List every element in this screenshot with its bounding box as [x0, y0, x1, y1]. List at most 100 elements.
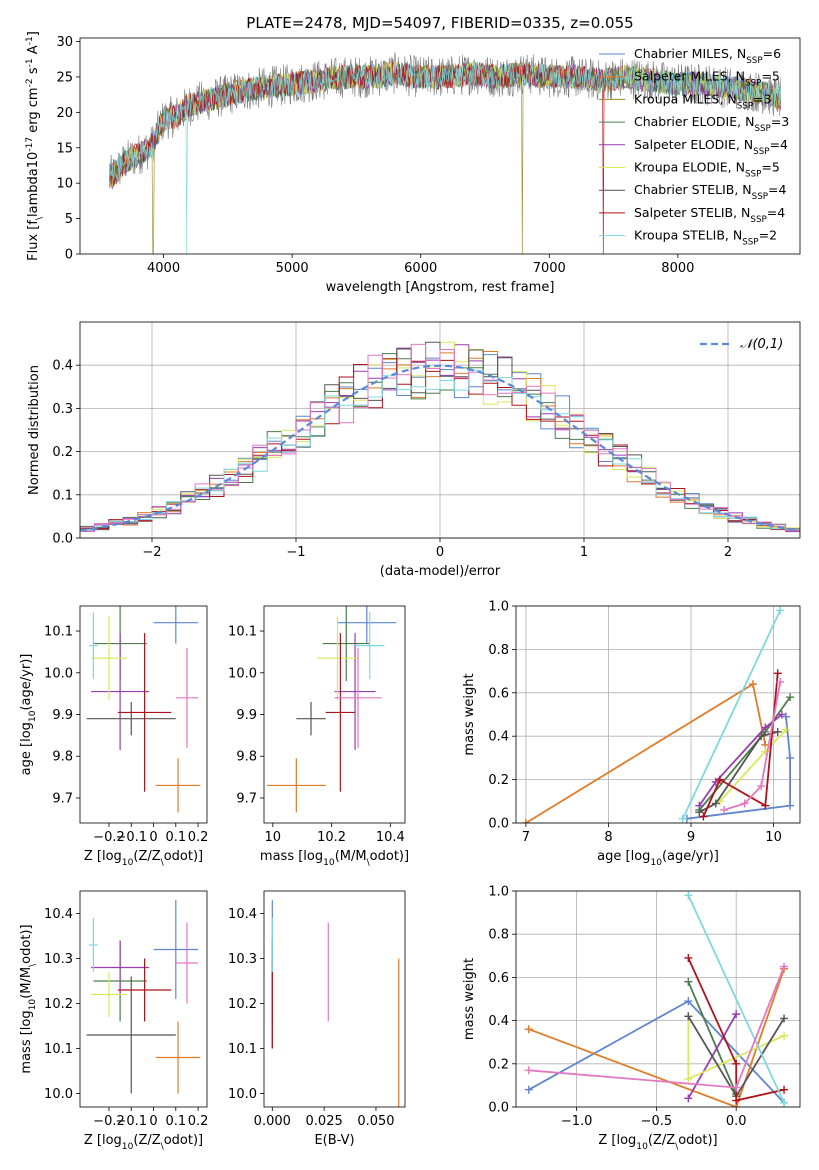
- y-tick-label: 10.0: [228, 1087, 257, 1102]
- y-tick-label: 10.0: [228, 666, 257, 681]
- weight-marker: [773, 669, 782, 678]
- errorbar-point: [155, 758, 201, 813]
- errorbar-point: [88, 918, 98, 972]
- weight-marker: [776, 606, 785, 615]
- axes-age_vs_mass: 10 10.2 10.4 9.7 9.8 9.9 10.0 10.1 mass [log10(M…: [228, 625, 409, 868]
- weight-line: [528, 968, 785, 1107]
- y-tick-label: 1.0: [488, 600, 509, 615]
- x-tick-label: 4000: [147, 261, 180, 276]
- weight-marker: [684, 891, 693, 900]
- weight-marker: [781, 712, 790, 721]
- axes-spectrum: 4000 5000 6000 7000 8000 0 5 10 15 20 25 30 waveleng…: [25, 31, 694, 295]
- weight-line: [687, 894, 785, 1104]
- weight-series: [684, 953, 789, 1105]
- x-tick-label: 7: [522, 830, 530, 845]
- y-tick-label: 15: [56, 141, 73, 156]
- x-axis-label: (data-model)/error: [380, 564, 501, 579]
- histograms: [80, 341, 800, 537]
- x-tick-label: 0: [149, 1114, 157, 1129]
- weight-line: [702, 673, 779, 817]
- y-tick-label: 10: [56, 177, 73, 192]
- y-tick-label: 10.1: [44, 625, 73, 640]
- x-tick-label: 5000: [276, 261, 309, 276]
- y-axis-label: mass weight: [462, 673, 477, 755]
- legend-label: Chabrier STELIB, NSSP=4: [634, 182, 787, 202]
- errorbar-point: [91, 616, 127, 700]
- x-axis-label: Z [log10(Z/Z\odot)]: [84, 1133, 203, 1152]
- y-tick-label: 0.6: [488, 971, 509, 986]
- axes-frame: [515, 890, 801, 1108]
- errorbar-point: [91, 633, 150, 750]
- errorbar-point: [175, 922, 199, 1004]
- weight-marker: [711, 799, 720, 808]
- weight-lines: [521, 606, 795, 823]
- normal-curve: [80, 364, 800, 532]
- histogram-series: [80, 343, 800, 533]
- errorbar-point: [88, 612, 98, 680]
- x-tick-label: 0: [436, 545, 444, 560]
- legend-label: Kroupa MILES, NSSP=3: [634, 91, 772, 111]
- weight-marker: [780, 1031, 789, 1040]
- x-tick-label: −0.5: [641, 1114, 673, 1129]
- axes-residuals: −2 −1 0 1 2 0.0 0.1 0.2 0.3 0.4 (data-model)/error…: [27, 322, 800, 579]
- weight-line: [687, 981, 738, 1095]
- x-tick-label: 0.2: [188, 830, 209, 845]
- errorbar-point: [325, 633, 356, 792]
- weight-series: [684, 891, 789, 1107]
- weight-marker: [777, 710, 786, 719]
- weight-marker: [732, 1059, 741, 1068]
- errorbar-point: [296, 701, 326, 736]
- chart-title: PLATE=2478, MJD=54097, FIBERID=0335, z=0…: [246, 14, 633, 32]
- errorbar-point: [153, 606, 199, 644]
- y-tick-label: 0.2: [52, 445, 73, 460]
- y-tick-label: 5: [65, 212, 73, 227]
- y-tick-label: 0.2: [488, 773, 509, 788]
- y-tick-label: 0: [65, 248, 73, 263]
- weight-marker: [521, 819, 530, 823]
- weight-marker: [695, 808, 704, 817]
- y-tick-label: 9.8: [236, 750, 257, 765]
- weight-marker: [684, 977, 693, 986]
- weight-marker: [684, 1012, 693, 1021]
- x-tick-label: −1: [286, 545, 305, 560]
- x-axis-label: wavelength [Angstrom, rest frame]: [326, 280, 555, 295]
- weight-marker: [773, 727, 782, 736]
- weight-marker: [776, 677, 785, 686]
- weight-marker: [786, 801, 795, 810]
- y-tick-label: 10.1: [228, 1042, 257, 1057]
- x-axis-label: mass [log10(M/M\odot)]: [260, 849, 409, 868]
- y-tick-label: 0.0: [488, 1101, 509, 1116]
- weight-marker: [732, 1083, 741, 1092]
- weight-marker: [732, 1096, 741, 1105]
- x-tick-label: −0.2: [93, 1114, 125, 1129]
- errorbars: [271, 900, 400, 1107]
- weight-line: [686, 716, 791, 820]
- weight-marker: [761, 723, 770, 732]
- y-tick-label: 9.9: [236, 708, 257, 723]
- x-tick-label: 2: [724, 545, 732, 560]
- weight-marker: [780, 1085, 789, 1094]
- x-tick-label: 0: [149, 830, 157, 845]
- x-tick-label: −0.1: [115, 1114, 147, 1129]
- errorbars: [86, 900, 201, 1094]
- legend: 𝒩(0,1): [700, 337, 783, 352]
- errorbar-point: [355, 612, 385, 680]
- weight-marker: [524, 1066, 533, 1075]
- axes-frame: [263, 605, 406, 824]
- y-tick-label: 30: [56, 35, 73, 50]
- y-tick-label: 0.2: [488, 1057, 509, 1072]
- errorbar-point: [86, 976, 176, 1094]
- y-tick-label: 10.0: [44, 666, 73, 681]
- errorbar-point: [117, 958, 172, 1022]
- errorbars: [266, 606, 397, 813]
- weight-series: [684, 977, 741, 1099]
- weight-marker: [684, 1074, 693, 1083]
- weight-marker: [524, 1025, 533, 1034]
- errorbar-point: [337, 606, 397, 644]
- spectrum-lines: [109, 52, 782, 254]
- axes-frame: [515, 605, 801, 824]
- errorbar-point: [153, 900, 199, 999]
- y-axis-label: Normed distribution: [27, 365, 42, 495]
- y-tick-label: 20: [56, 106, 73, 121]
- legend-label: Chabrier MILES, NSSP=6: [634, 46, 781, 66]
